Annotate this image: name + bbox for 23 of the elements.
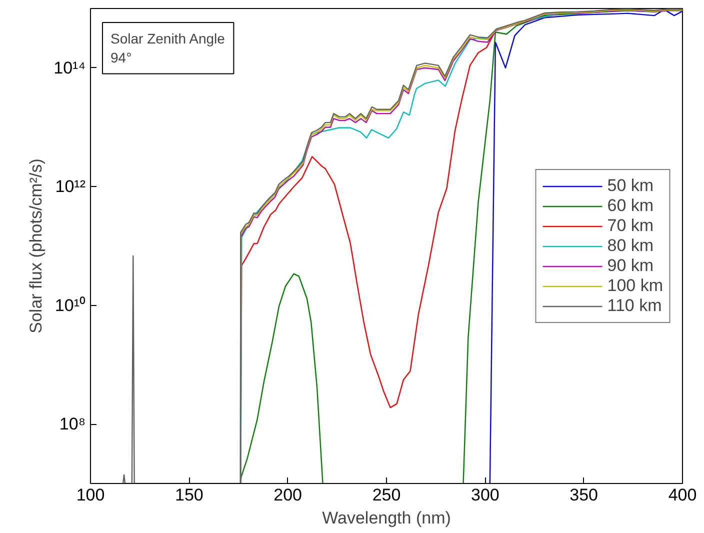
x-tick-label: 100	[76, 486, 105, 504]
legend-label: 50 km	[607, 176, 654, 196]
annotation: Solar Zenith Angle	[110, 30, 226, 46]
legend-label: 70 km	[607, 216, 654, 236]
y-tick-label: 10¹⁰	[54, 296, 86, 315]
y-tick-label: 10¹²	[55, 177, 86, 196]
x-tick-label: 250	[372, 486, 401, 504]
legend-label: 110 km	[607, 296, 662, 316]
legend-label: 80 km	[607, 236, 654, 256]
y-tick-label: 10⁸	[59, 414, 86, 434]
x-tick-label: 300	[470, 486, 500, 504]
y-tick-label: 10¹⁴	[54, 58, 86, 78]
x-axis-title: Wavelength (nm)	[322, 508, 451, 528]
x-tick-label: 400	[668, 486, 697, 504]
line-series	[489, 8, 682, 484]
legend-label: 60 km	[607, 196, 654, 216]
legend-label: 100 km	[607, 276, 663, 296]
legend-label: 90 km	[607, 256, 654, 276]
x-tick-label: 150	[174, 486, 204, 504]
annotation: 94°	[110, 50, 132, 66]
x-tick-label: 200	[274, 486, 302, 504]
x-tick-label: 350	[570, 486, 598, 504]
y-axis-title: Solar flux (phots/cm²/s)	[26, 158, 46, 334]
